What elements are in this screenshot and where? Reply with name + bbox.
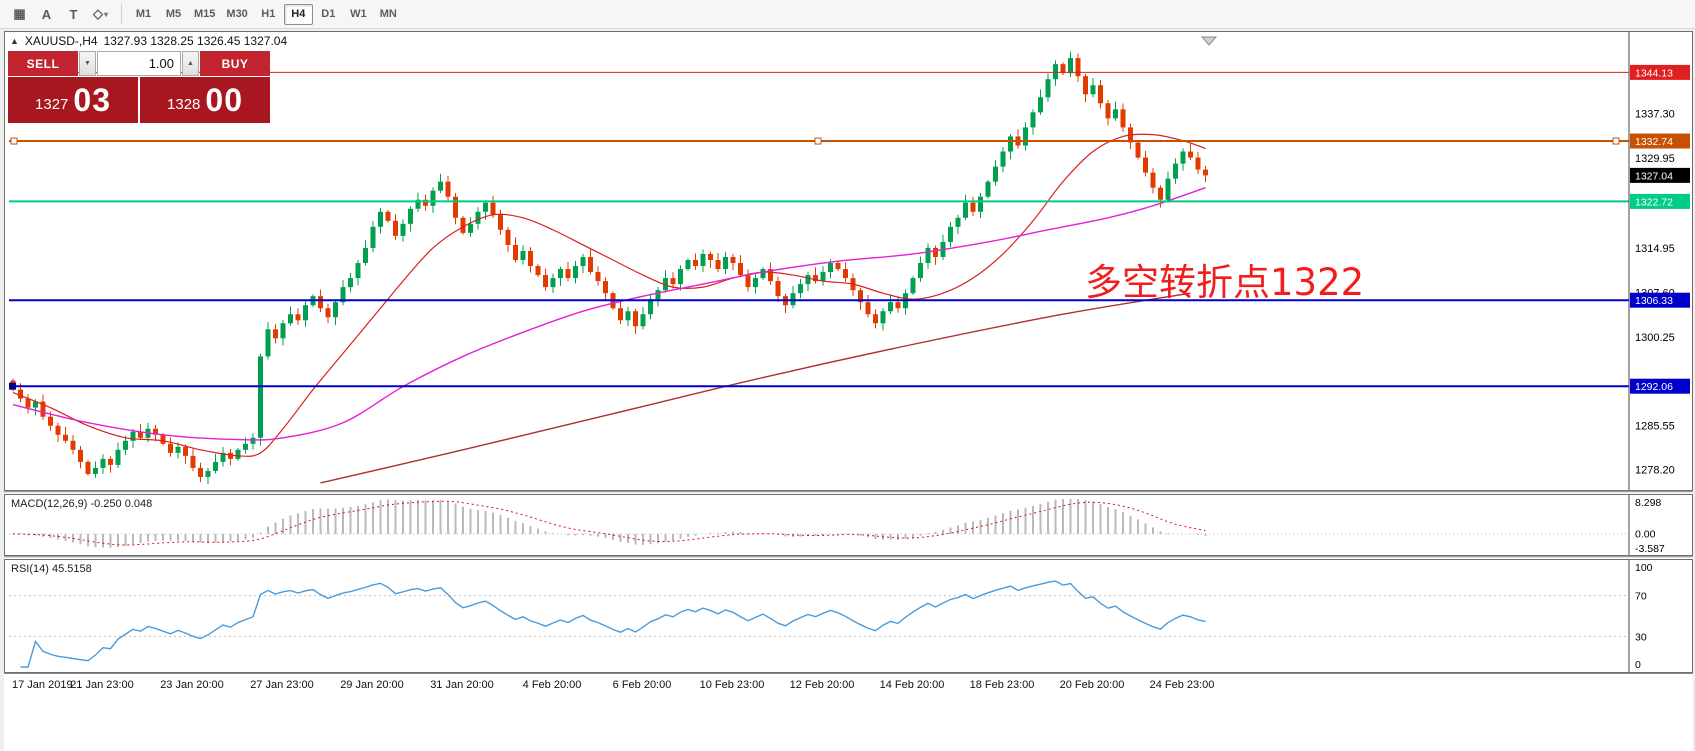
sell-price-main: 1327: [35, 96, 69, 113]
tf-button-h4[interactable]: H4: [283, 3, 313, 25]
svg-text:1278.20: 1278.20: [1635, 465, 1675, 477]
time-label: 29 Jan 20:00: [340, 679, 404, 691]
collapse-panel-arrow-icon[interactable]: ▲: [10, 36, 19, 46]
time-label: 18 Feb 23:00: [969, 679, 1035, 691]
svg-text:1285.55: 1285.55: [1635, 420, 1675, 432]
cursor-tool-icon[interactable]: A: [41, 6, 52, 22]
buy-button[interactable]: BUY: [200, 51, 270, 76]
svg-text:1332.74: 1332.74: [1635, 136, 1673, 148]
tf-button-m1[interactable]: M1: [135, 8, 152, 20]
svg-text:1327.04: 1327.04: [1635, 170, 1673, 182]
price-badge-1327.04: 1327.04: [1630, 167, 1690, 183]
text-tool-icon[interactable]: T: [69, 6, 78, 22]
rsi-label: RSI(14) 45.5158: [11, 563, 92, 575]
svg-text:1344.13: 1344.13: [1635, 67, 1673, 79]
one-click-trading-panel: SELL ▼ ▲ BUY 1327 03 1328 00: [8, 51, 270, 123]
price-badge-1322.72: 1322.72: [1630, 193, 1690, 209]
sell-price-pips: 03: [73, 81, 111, 118]
shapes-tool-icon[interactable]: ◇ ▾: [92, 6, 108, 21]
time-label: 6 Feb 20:00: [612, 679, 672, 691]
time-label: 21 Jan 23:00: [70, 679, 134, 691]
svg-text:30: 30: [1635, 631, 1647, 643]
svg-text:0: 0: [1635, 659, 1641, 671]
svg-text:1306.33: 1306.33: [1635, 295, 1673, 307]
time-label: 27 Jan 23:00: [250, 679, 314, 691]
svg-text:-3.587: -3.587: [1635, 543, 1665, 555]
buy-price-display[interactable]: 1328 00: [140, 77, 270, 123]
chevron-down-icon: ▼: [84, 60, 91, 67]
svg-text:1300.25: 1300.25: [1635, 332, 1675, 344]
sell-price-display[interactable]: 1327 03: [8, 77, 138, 123]
ohlc-values: 1327.93 1328.25 1326.45 1327.04: [103, 34, 288, 48]
price-badge-1332.74: 1332.74: [1630, 133, 1690, 149]
svg-text:8.298: 8.298: [1635, 497, 1661, 509]
macd-axis[interactable]: 8.298 0.00 -3.587: [1628, 495, 1665, 555]
tf-button-d1[interactable]: D1: [321, 8, 336, 20]
price-axis[interactable]: 1337.301329.951314.951307.601300.251285.…: [1628, 32, 1690, 490]
chart-window: 1337.301329.951314.951307.601300.251285.…: [4, 31, 1693, 751]
lot-size-input[interactable]: [97, 51, 181, 76]
panel-splitter[interactable]: [4, 556, 1693, 559]
rsi-axis[interactable]: 100 70 30 0: [1628, 560, 1653, 672]
price-badge-1292.06: 1292.06: [1630, 378, 1690, 394]
buy-price-pips: 00: [205, 81, 243, 118]
macd-histogram: [19, 499, 1207, 548]
tf-button-m5[interactable]: M5: [165, 8, 182, 20]
sell-button[interactable]: SELL: [8, 51, 78, 76]
time-label: 12 Feb 20:00: [789, 679, 855, 691]
top-toolbar: ▦ A T ◇ ▾ M1 M5 M15 M30 H1 H4 D1 W1 MN: [0, 0, 1695, 29]
chevron-down-icon: ▾: [103, 9, 108, 19]
time-label: 20 Feb 20:00: [1059, 679, 1125, 691]
price-badge-1344.13: 1344.13: [1630, 64, 1690, 80]
svg-text:1337.30: 1337.30: [1635, 109, 1675, 121]
chart-shift-marker-icon: [1200, 36, 1218, 46]
svg-text:1314.95: 1314.95: [1635, 243, 1675, 255]
time-label: 31 Jan 20:00: [430, 679, 494, 691]
hline-1332.74[interactable]: [9, 137, 1629, 145]
svg-text:1322.72: 1322.72: [1635, 196, 1673, 208]
chart-ohlc-header: ▲ XAUUSD-,H4 1327.93 1328.25 1326.45 132…: [10, 34, 287, 48]
chevron-up-icon: ▲: [187, 60, 194, 67]
tf-button-w1[interactable]: W1: [350, 8, 367, 20]
lot-increase-button[interactable]: ▲: [182, 51, 199, 76]
svg-text:0.00: 0.00: [1635, 528, 1656, 540]
time-label: 10 Feb 23:00: [699, 679, 765, 691]
symbol-label: XAUUSD-,H4: [24, 34, 98, 48]
svg-text:100: 100: [1635, 562, 1653, 574]
bottom-space: [4, 695, 1693, 751]
ma-mid-magenta-line: [12, 187, 1206, 441]
svg-text:70: 70: [1635, 591, 1647, 603]
grid-tool-icon[interactable]: ▦: [13, 6, 26, 21]
time-label: 24 Feb 23:00: [1149, 679, 1215, 691]
time-label: 17 Jan 2019: [12, 679, 73, 691]
ma-fast-red-line: [12, 133, 1206, 457]
time-label: 4 Feb 20:00: [522, 679, 582, 691]
macd-panel[interactable]: 8.298 0.00 -3.587 MACD(12,26,9) -0.250 0.0…: [4, 494, 1693, 556]
time-label: 14 Feb 20:00: [879, 679, 945, 691]
tf-button-m30[interactable]: M30: [226, 8, 248, 20]
tf-button-mn[interactable]: MN: [379, 8, 397, 20]
toolbar-divider: [121, 4, 122, 24]
timeframe-group: M1 M5 M15 M30 H1 H4 D1 W1 MN: [129, 3, 403, 25]
time-axis[interactable]: 17 Jan 2019 21 Jan 23:00 23 Jan 20:00 27 Ja…: [4, 673, 1693, 695]
price-chart-panel[interactable]: 1337.301329.951314.951307.601300.251285.…: [4, 31, 1693, 491]
buy-price-main: 1328: [167, 96, 201, 113]
macd-signal-line: [12, 500, 1206, 546]
panel-splitter[interactable]: [4, 491, 1693, 494]
hline-1292.06[interactable]: [9, 382, 1629, 390]
lot-decrease-button[interactable]: ▼: [79, 51, 96, 76]
rsi-levels: [9, 595, 1629, 637]
tf-button-h1[interactable]: H1: [261, 8, 276, 20]
macd-label: MACD(12,26,9) -0.250 0.048: [11, 498, 153, 510]
horizontal-lines-layer: [9, 71, 1629, 390]
price-badge-1306.33: 1306.33: [1630, 292, 1690, 308]
rsi-line: [20, 580, 1206, 668]
svg-text:1329.95: 1329.95: [1635, 153, 1675, 165]
svg-text:1292.06: 1292.06: [1635, 381, 1673, 393]
rsi-panel[interactable]: 100 70 30 0 RSI(14) 45.5158: [4, 559, 1693, 673]
ma-slow-darkred-line: [320, 292, 1191, 484]
time-label: 23 Jan 20:00: [160, 679, 224, 691]
annotation-text[interactable]: 多空转折点1322: [1085, 261, 1365, 304]
tf-button-m15[interactable]: M15: [194, 8, 216, 20]
